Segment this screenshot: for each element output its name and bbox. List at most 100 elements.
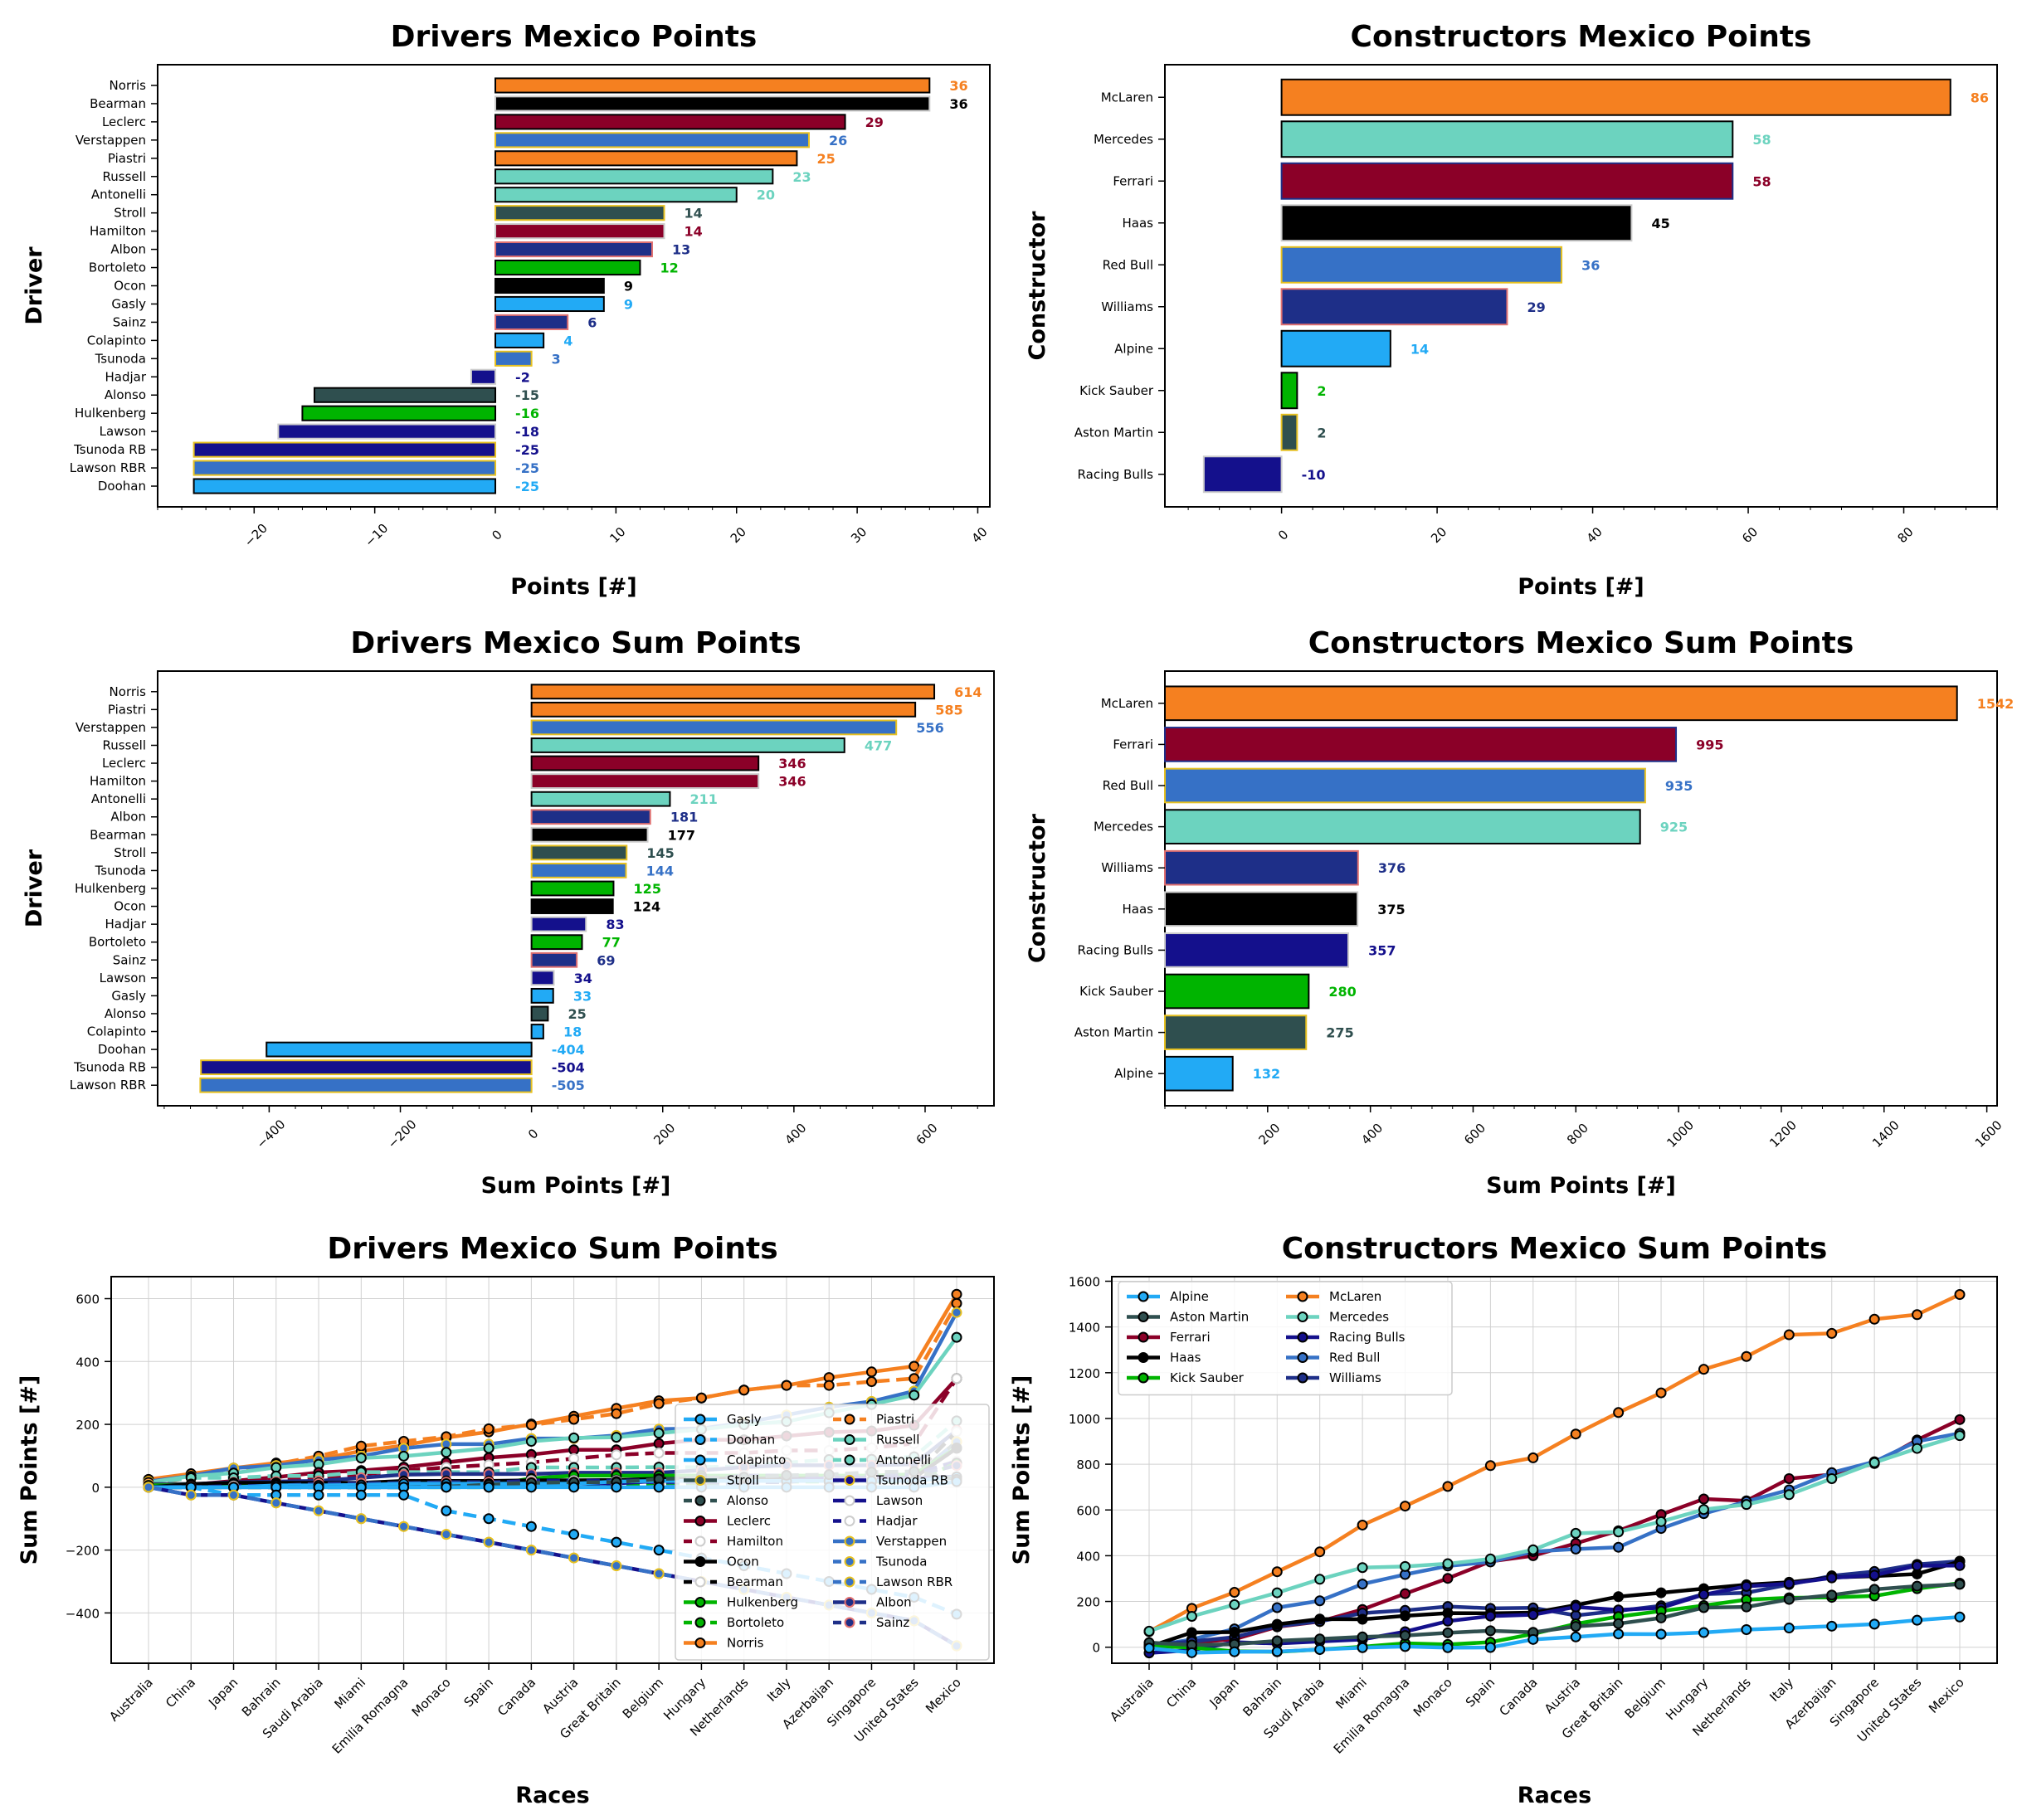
point-lawson-rbr (270, 1497, 282, 1509)
x-tick-label: 400 (1358, 1121, 1386, 1148)
y-tick-label-leclerc: Leclerc (102, 114, 146, 129)
x-tick-label: 40 (1584, 524, 1605, 546)
y-tick-label-piastri: Piastri (108, 702, 146, 717)
y-tick-label-albon: Albon (110, 242, 146, 257)
value-label-bearman: 177 (668, 827, 695, 843)
point-lawson-rbr (568, 1552, 580, 1564)
y-tick-label-norris: Norris (110, 684, 147, 699)
legend-marker-albon (844, 1597, 855, 1608)
point-aston-martin (1655, 1612, 1667, 1623)
y-tick-label: 400 (1076, 1549, 1100, 1564)
bar-racing-bulls (1202, 455, 1283, 494)
bar-albon (495, 241, 653, 258)
value-label-verstappen: 556 (916, 720, 943, 736)
value-label-hadjar: 83 (606, 917, 624, 932)
point-piastri (483, 1423, 495, 1434)
constructors-sum-points-bar-panel: 200 400 600 800 1000 1200 1400 1600 McLaren 1542 F… (1025, 626, 2014, 1199)
point-ferrari (1442, 1573, 1454, 1584)
legend-marker-leclerc (694, 1516, 706, 1526)
value-label-tsunoda: 144 (646, 863, 674, 878)
x-tick-label: −200 (385, 1117, 420, 1151)
legend-label-aston-martin: Aston Martin (1170, 1310, 1249, 1325)
legend-label-verstappen: Verstappen (876, 1534, 947, 1549)
bar-tsunoda-rb (200, 1059, 533, 1076)
point-piastri (823, 1380, 835, 1391)
x-tick-label-italy: Italy (764, 1675, 794, 1705)
value-label-hadjar: -2 (515, 369, 530, 385)
point-mercedes (1826, 1472, 1838, 1484)
x-tick-label: 600 (1461, 1121, 1488, 1148)
y-tick-label: 600 (76, 1292, 100, 1307)
point-aston-martin (1570, 1621, 1581, 1633)
y-tick-label-stroll: Stroll (114, 206, 146, 221)
value-label-sainz: 69 (597, 952, 615, 968)
point-alpine (1698, 1627, 1709, 1638)
value-label-leclerc: 29 (865, 114, 884, 130)
legend-label-piastri: Piastri (876, 1412, 914, 1427)
point-piastri (525, 1419, 537, 1431)
y-tick-label-mercedes: Mercedes (1094, 132, 1153, 147)
bar-lawson (530, 970, 555, 986)
x-tick-label-australia: Australia (106, 1675, 156, 1725)
point-alpine (1271, 1646, 1283, 1657)
legend-marker-red-bull (1297, 1352, 1308, 1363)
legend-marker-williams (1297, 1372, 1308, 1384)
point-lawson-rbr (228, 1489, 240, 1501)
y-tick-label-doohan: Doohan (98, 1042, 146, 1057)
value-label-tsunoda-rb: -25 (515, 442, 539, 458)
x-tick-label-australia: Australia (1107, 1675, 1157, 1725)
legend-marker-alonso (694, 1495, 706, 1506)
point-alpine (1613, 1628, 1625, 1640)
point-mercedes (1442, 1558, 1454, 1569)
point-mercedes (1741, 1499, 1752, 1511)
legend-label-hulkenberg: Hulkenberg (727, 1595, 798, 1610)
point-mercedes (1229, 1599, 1240, 1610)
value-label-norris: 614 (954, 684, 982, 700)
x-tick-label: 1200 (1766, 1117, 1800, 1151)
x-tick-label-belgium: Belgium (1622, 1675, 1669, 1721)
bar-stroll (530, 844, 628, 861)
bar-doohan (266, 1041, 533, 1058)
x-tick-label-japan: Japan (205, 1675, 241, 1711)
point-mclaren (1783, 1329, 1795, 1341)
point-racing-bulls (1868, 1569, 1880, 1581)
value-label-colapinto: 4 (563, 333, 572, 348)
legend-marker-mercedes (1297, 1311, 1308, 1322)
value-label-stroll: 14 (685, 206, 703, 221)
value-label-norris: 36 (949, 78, 967, 94)
chart-title: Constructors Mexico Sum Points (1282, 1232, 1828, 1266)
point-aston-martin (1868, 1584, 1880, 1595)
value-label-lawson-rbr: -25 (515, 460, 539, 476)
bar-lawson-rbr (199, 1077, 533, 1093)
x-axis-label: Races (515, 1783, 589, 1808)
bar-haas (1280, 204, 1633, 242)
series-line-red-bull (1148, 1431, 1961, 1649)
x-tick-label-canada: Canada (1497, 1675, 1541, 1719)
point-doohan (355, 1489, 367, 1501)
chart-title: Drivers Mexico Sum Points (350, 626, 801, 660)
point-haas (1314, 1613, 1326, 1625)
bar-ocon (495, 277, 605, 294)
y-tick-label-leclerc: Leclerc (102, 756, 146, 771)
bar-alpine (1164, 1055, 1234, 1092)
value-label-piastri: 585 (935, 702, 962, 718)
x-tick-label: 600 (913, 1121, 941, 1148)
y-tick-label-piastri: Piastri (108, 151, 146, 166)
x-tick-label: 400 (782, 1121, 810, 1148)
point-mclaren (1655, 1387, 1667, 1399)
legend-label-hadjar: Hadjar (876, 1514, 918, 1529)
point-racing-bulls (1698, 1589, 1709, 1600)
point-mclaren (1912, 1309, 1923, 1321)
x-tick-label: −10 (362, 521, 391, 550)
y-tick-label-mercedes: Mercedes (1094, 820, 1153, 835)
series-line-piastri (148, 1302, 958, 1489)
point-piastri (781, 1380, 792, 1391)
point-doohan (441, 1505, 452, 1516)
legend-label-red-bull: Red Bull (1329, 1350, 1380, 1365)
point-lawson-rbr (143, 1482, 154, 1493)
y-tick-label-aston-martin: Aston Martin (1074, 1025, 1153, 1040)
y-tick-label-ocon: Ocon (114, 279, 146, 294)
point-mercedes (1527, 1544, 1539, 1555)
y-tick-label-colapinto: Colapinto (87, 333, 146, 348)
bar-williams (1164, 849, 1359, 886)
